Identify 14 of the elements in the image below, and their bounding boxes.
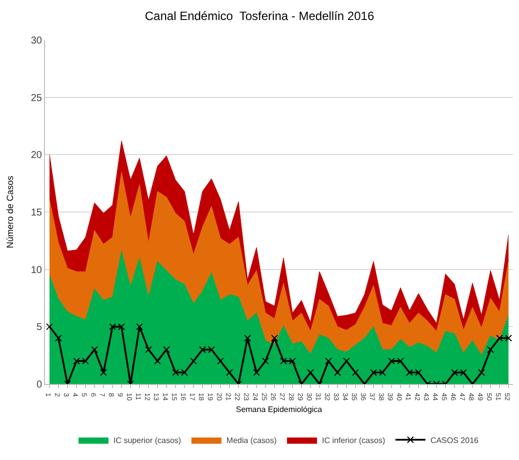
y-tick-label: 0 bbox=[36, 380, 42, 390]
legend-label: IC inferior (casos) bbox=[322, 436, 386, 445]
y-tick-label: 25 bbox=[30, 92, 42, 104]
y-tick-label: 5 bbox=[36, 322, 42, 334]
legend-label: Media (casos) bbox=[226, 436, 277, 445]
chart-title: Canal Endémico Tosferina - Medellín 2016 bbox=[144, 8, 374, 23]
y-tick-label: 15 bbox=[30, 208, 42, 218]
y-tick-label: 10 bbox=[30, 264, 42, 276]
y-tick-label: 20 bbox=[30, 150, 42, 162]
y-tick-label: 30 bbox=[30, 36, 42, 46]
y-axis-title: Número de Casos bbox=[5, 175, 16, 248]
legend-label: IC superior (casos) bbox=[114, 436, 182, 445]
x-axis-title: Semana Epidemiológica bbox=[236, 404, 323, 414]
legend-label: CASOS 2016 bbox=[430, 436, 480, 445]
